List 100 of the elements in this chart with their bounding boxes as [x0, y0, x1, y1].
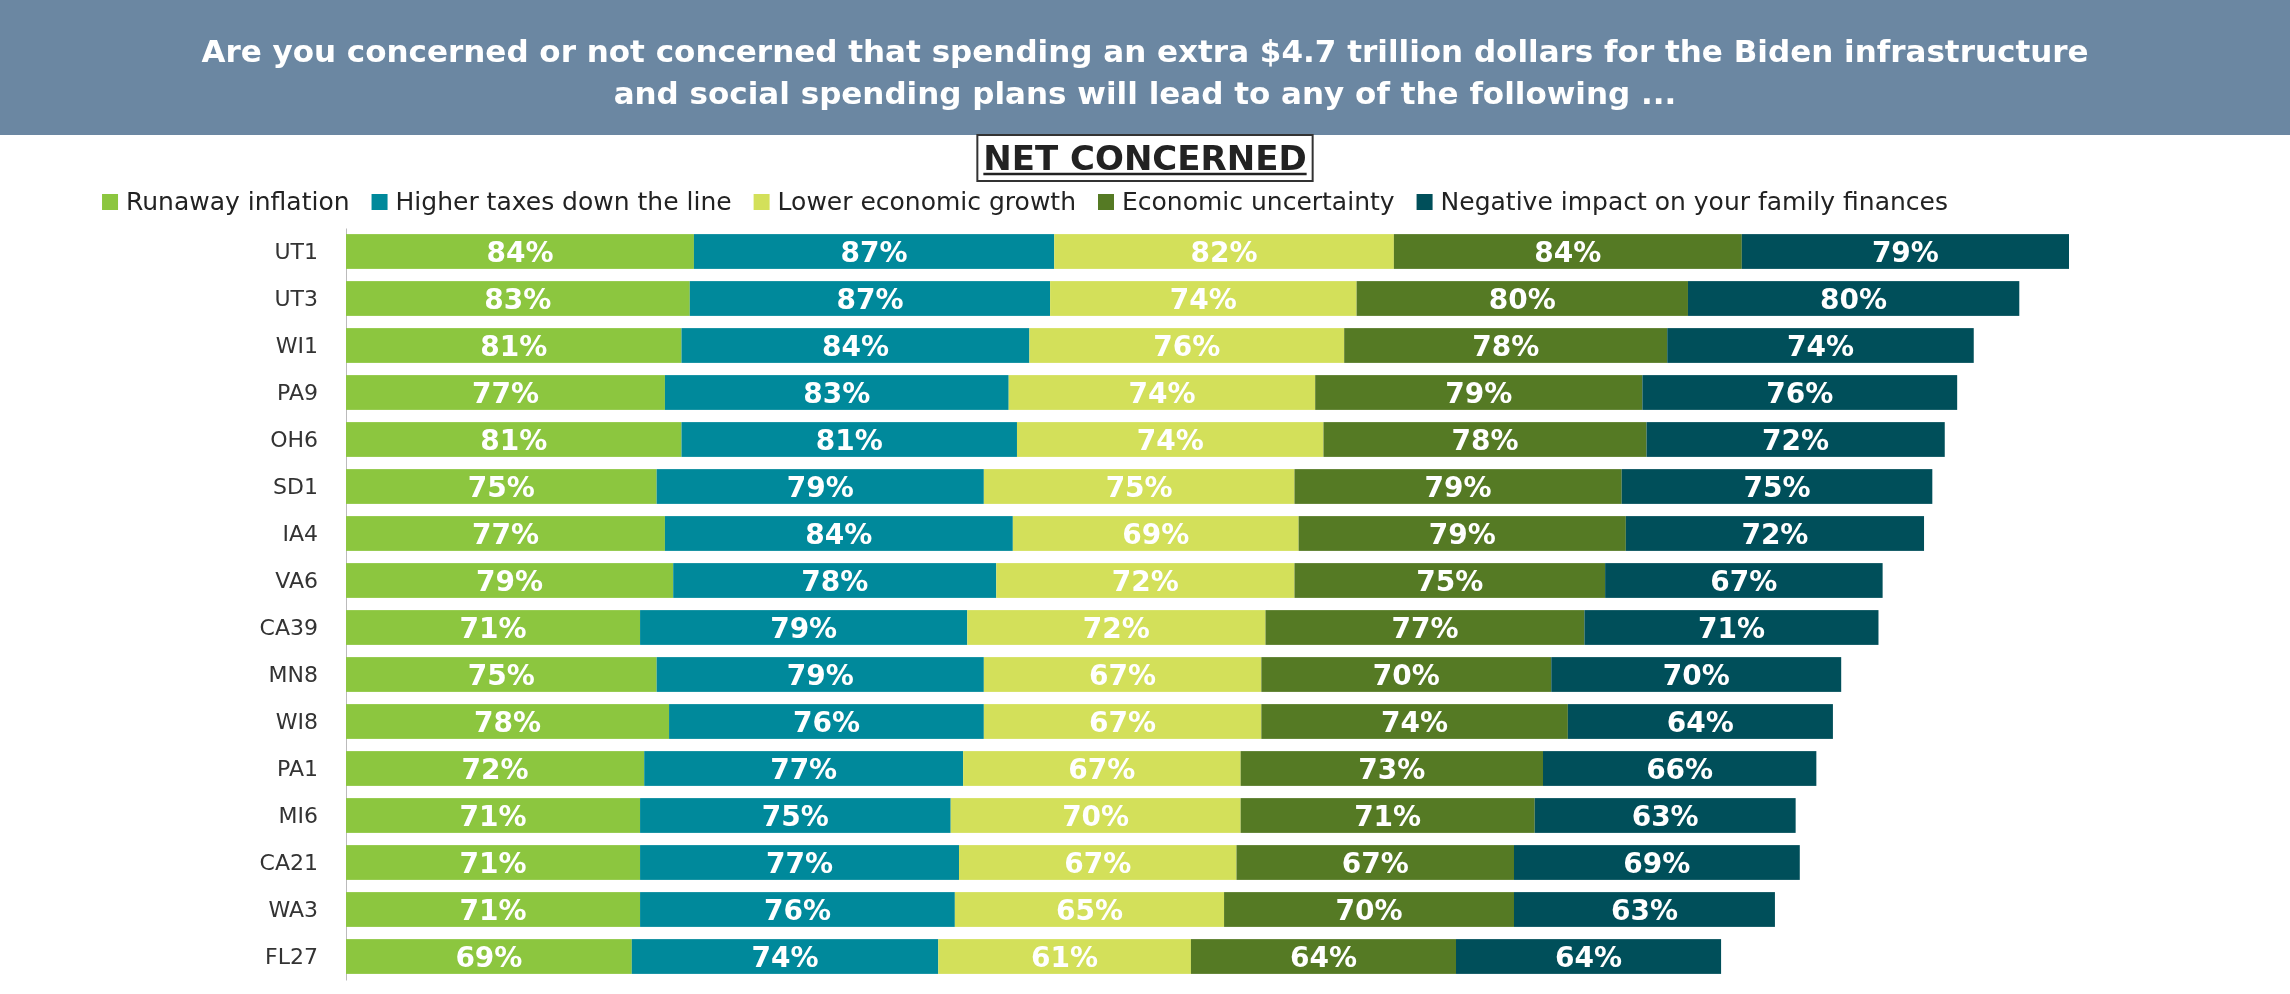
bar — [346, 657, 657, 692]
data-label: 70% — [1335, 893, 1403, 927]
y-tick-label: PA1 — [277, 755, 318, 781]
bar — [958, 845, 1237, 880]
data-label: 81% — [480, 423, 548, 457]
bar — [346, 281, 690, 316]
bar — [1344, 328, 1668, 363]
bar — [656, 469, 984, 504]
data-label: 79% — [1428, 517, 1496, 551]
legend-label: Runaway inflation — [126, 187, 350, 216]
y-tick-label: PA9 — [277, 379, 318, 405]
data-label: 71% — [459, 611, 527, 645]
data-label: 79% — [1445, 376, 1513, 410]
bar — [640, 798, 951, 833]
bar — [346, 516, 665, 551]
bar — [1008, 375, 1316, 410]
bar — [1567, 704, 1833, 739]
data-label: 78% — [801, 564, 869, 598]
data-label: 77% — [770, 752, 838, 786]
bar — [681, 422, 1017, 457]
data-label: 77% — [471, 376, 539, 410]
legend-label: Economic uncertainty — [1122, 187, 1395, 216]
bar — [1741, 234, 2069, 269]
data-label: 71% — [1697, 611, 1765, 645]
bar — [644, 751, 964, 786]
bar — [954, 892, 1225, 927]
y-tick-label: UT1 — [274, 238, 318, 264]
data-label: 72% — [1762, 423, 1830, 457]
data-label: 78% — [1451, 423, 1519, 457]
bar — [983, 657, 1262, 692]
data-label: 79% — [786, 658, 854, 692]
bar — [346, 422, 682, 457]
y-tick-label: MI6 — [278, 802, 318, 828]
bar — [656, 657, 984, 692]
y-tick-label: OH6 — [270, 426, 318, 452]
data-label: 75% — [467, 658, 535, 692]
bar — [631, 939, 939, 974]
data-label: 75% — [1743, 470, 1811, 504]
data-label: 84% — [805, 517, 873, 551]
bar — [1393, 234, 1742, 269]
bar — [346, 798, 641, 833]
bar — [346, 610, 641, 645]
bar — [983, 704, 1262, 739]
bar — [346, 234, 694, 269]
bar — [346, 704, 670, 739]
bar — [983, 469, 1295, 504]
bar — [1584, 610, 1879, 645]
y-tick-label: VA6 — [275, 567, 318, 593]
data-label: 73% — [1358, 752, 1426, 786]
data-label: 67% — [1710, 564, 1778, 598]
data-label: 66% — [1646, 752, 1714, 786]
bar — [1054, 234, 1394, 269]
data-label: 72% — [1741, 517, 1809, 551]
data-label: 84% — [1534, 235, 1602, 269]
bar — [640, 892, 955, 927]
bar — [346, 563, 674, 598]
data-label: 69% — [455, 940, 523, 974]
legend-label: Higher taxes down the line — [395, 187, 732, 216]
data-label: 79% — [476, 564, 544, 598]
data-label: 67% — [1341, 846, 1409, 880]
data-label: 74% — [1786, 329, 1855, 363]
data-label: 76% — [792, 705, 860, 739]
data-label: 80% — [1488, 282, 1556, 316]
data-label: 71% — [459, 799, 527, 833]
data-label: 74% — [1136, 423, 1204, 457]
bar — [681, 328, 1030, 363]
data-label: 71% — [459, 893, 527, 927]
data-label: 67% — [1064, 846, 1132, 880]
data-label: 75% — [1105, 470, 1173, 504]
data-label: 67% — [1068, 752, 1136, 786]
data-label: 79% — [770, 611, 838, 645]
y-tick-label: CA39 — [259, 614, 318, 640]
data-label: 72% — [461, 752, 529, 786]
bar — [1294, 563, 1606, 598]
chart-subtitle: NET CONCERNED — [983, 138, 1307, 178]
bar — [996, 563, 1295, 598]
data-label: 61% — [1031, 940, 1099, 974]
bar — [1514, 845, 1800, 880]
bar — [346, 751, 645, 786]
bar — [640, 845, 959, 880]
bar — [689, 281, 1051, 316]
data-label: 74% — [1128, 376, 1196, 410]
bar — [1012, 516, 1299, 551]
y-tick-label: IA4 — [282, 520, 318, 546]
y-tick-label: SD1 — [273, 473, 318, 499]
y-tick-label: WI8 — [275, 708, 318, 734]
data-label: 87% — [840, 235, 908, 269]
data-label: 74% — [751, 940, 819, 974]
data-label: 63% — [1610, 893, 1678, 927]
bar — [1050, 281, 1357, 316]
bar — [1236, 845, 1514, 880]
bar — [1261, 704, 1568, 739]
bar — [1642, 375, 1958, 410]
bar — [1298, 516, 1626, 551]
bar — [673, 563, 997, 598]
bar — [346, 469, 657, 504]
bar — [1294, 469, 1622, 504]
data-label: 75% — [467, 470, 535, 504]
data-label: 75% — [1416, 564, 1484, 598]
bar — [938, 939, 1191, 974]
